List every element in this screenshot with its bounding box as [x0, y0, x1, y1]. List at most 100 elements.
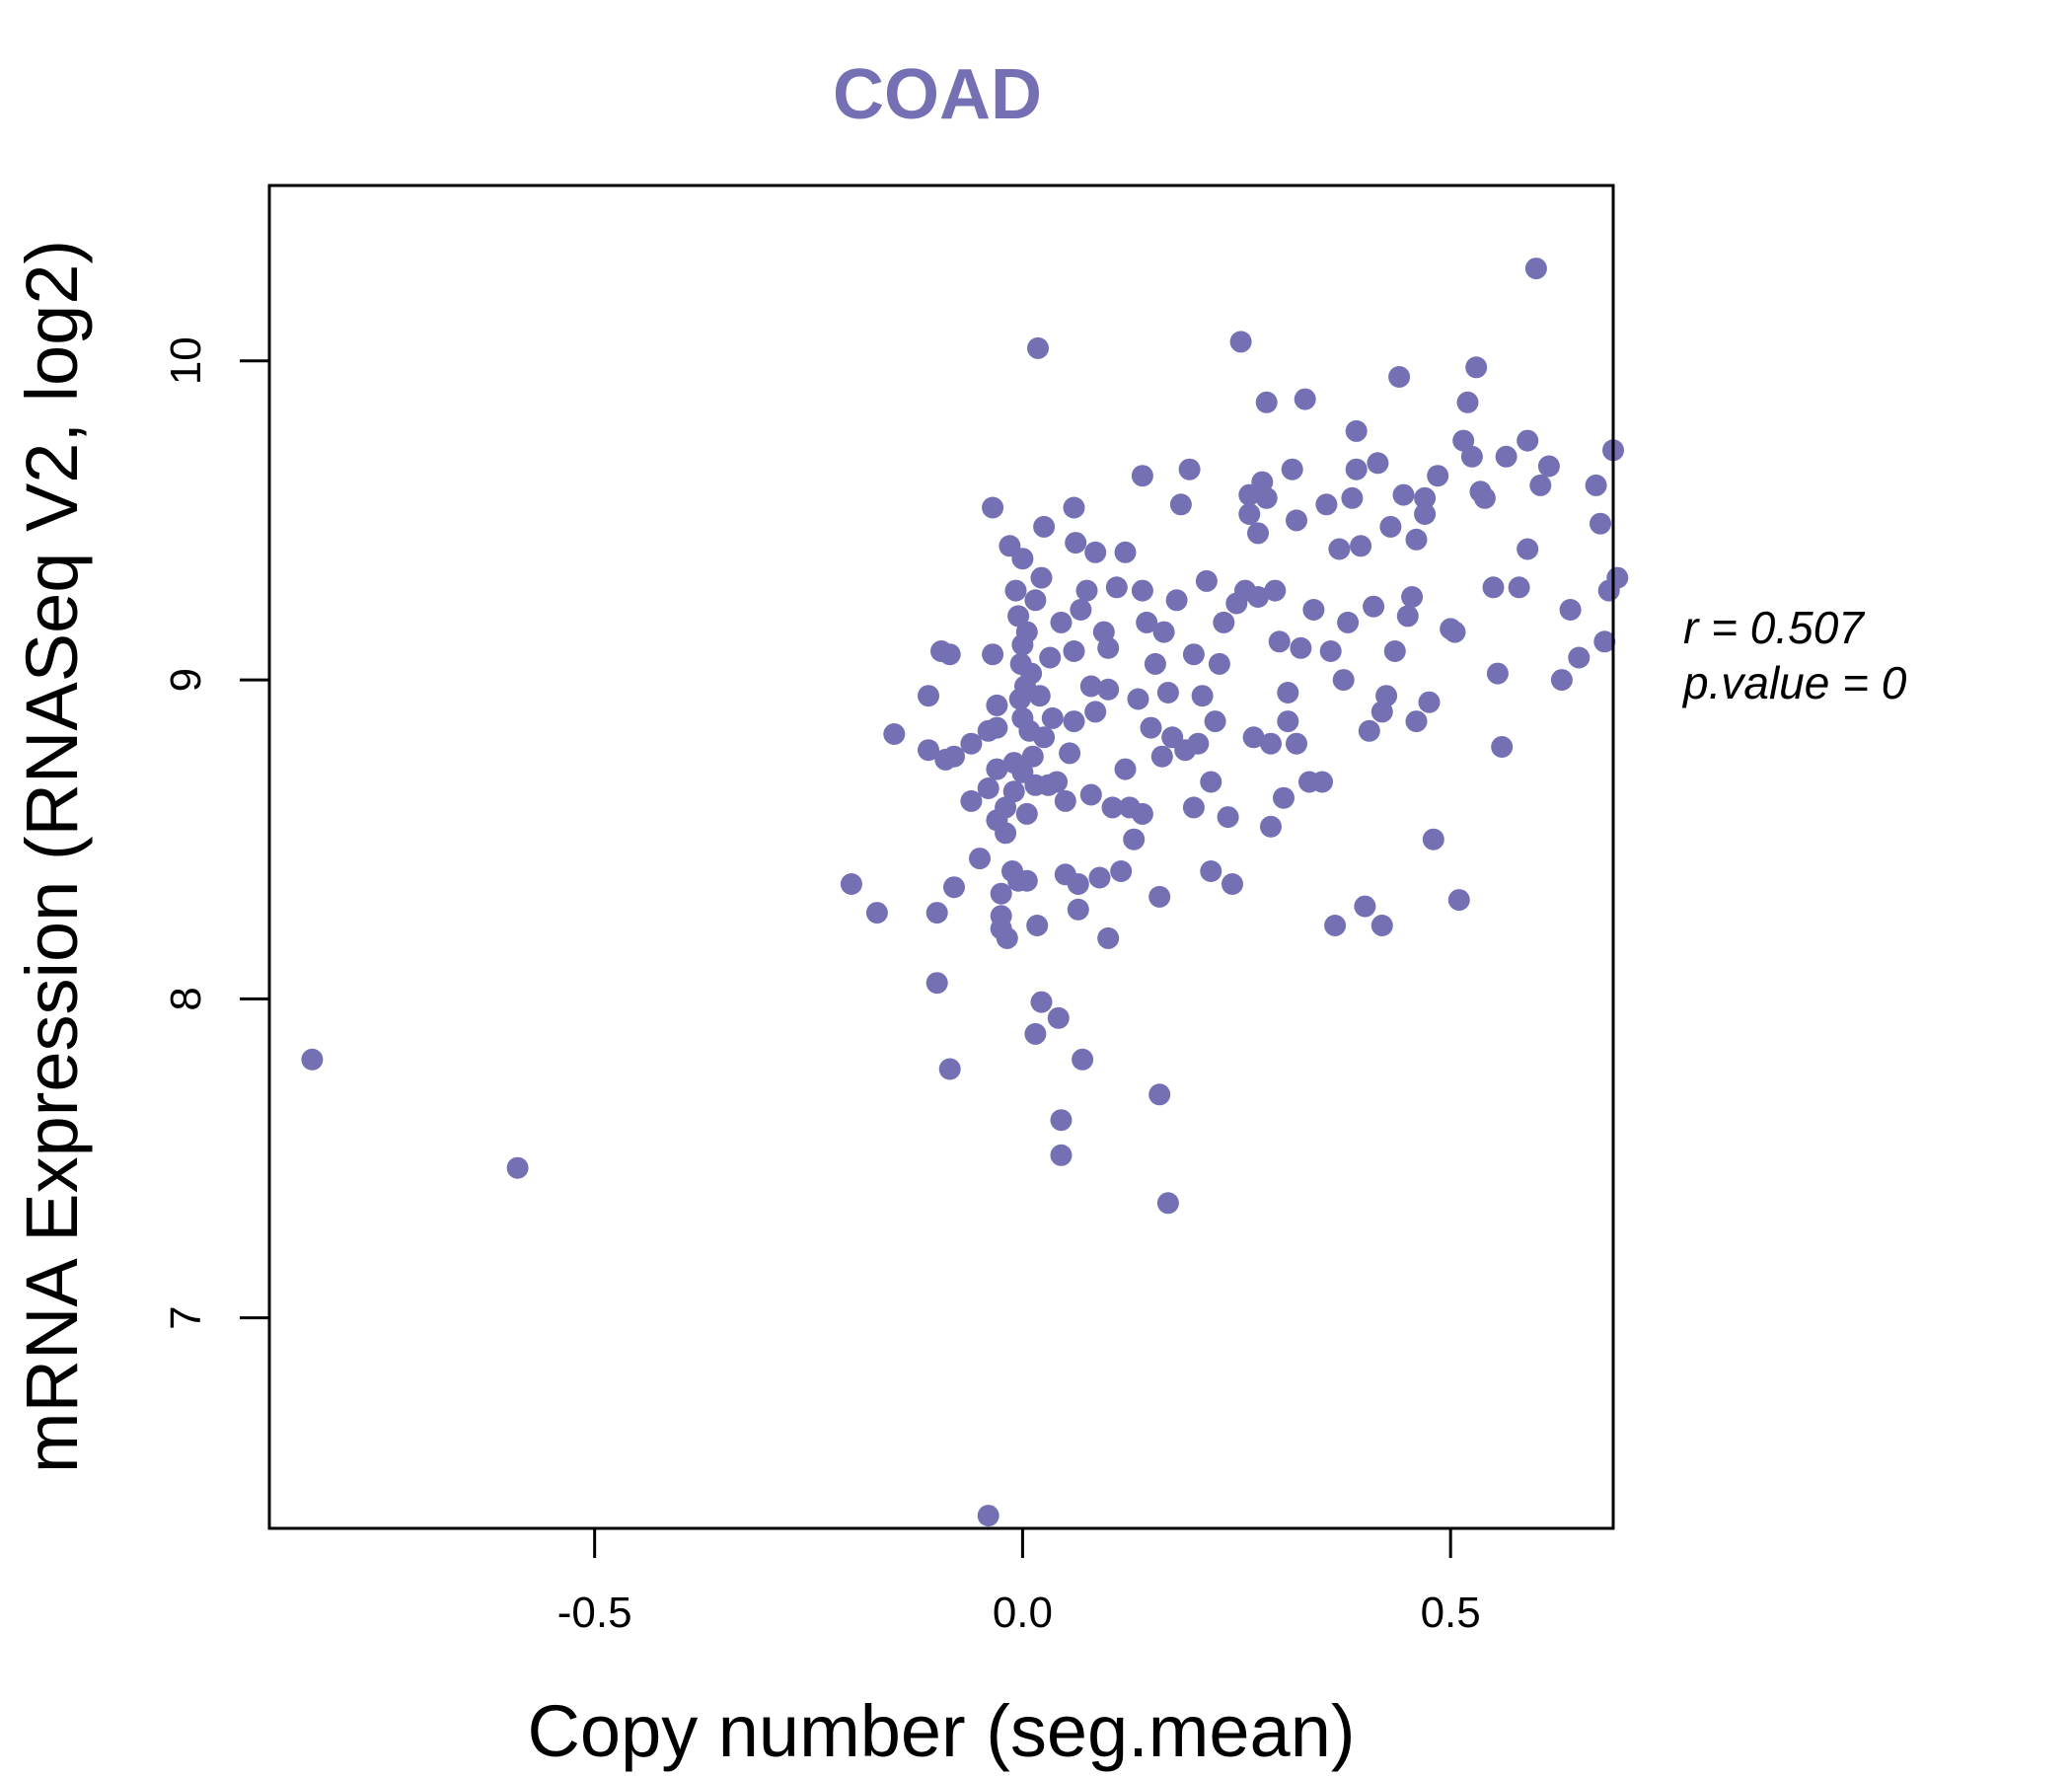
plot-frame — [267, 184, 1615, 1530]
data-point — [1294, 388, 1316, 410]
data-point — [1247, 522, 1269, 545]
data-point — [1004, 579, 1027, 602]
data-point — [986, 758, 1008, 780]
data-point — [977, 777, 999, 799]
data-point — [883, 723, 906, 745]
data-point — [1131, 802, 1153, 825]
data-point — [1221, 873, 1243, 895]
data-point — [1024, 589, 1047, 612]
data-point — [1593, 630, 1616, 653]
data-point — [865, 902, 888, 925]
data-point — [1213, 611, 1235, 633]
data-point — [1204, 710, 1226, 733]
data-point — [969, 848, 991, 870]
data-point — [1422, 828, 1444, 851]
data-point — [1110, 860, 1133, 882]
data-point — [1165, 589, 1188, 612]
data-point — [1290, 636, 1312, 659]
data-point — [1148, 885, 1171, 908]
data-point — [1559, 599, 1582, 621]
data-point — [1491, 736, 1514, 758]
data-point — [982, 496, 1004, 519]
data-point — [1084, 541, 1107, 563]
data-point — [506, 1156, 529, 1179]
data-point — [1401, 586, 1424, 608]
data-point — [1375, 685, 1398, 707]
data-point — [1182, 643, 1205, 666]
data-point — [996, 926, 1018, 949]
data-point — [1182, 796, 1205, 819]
data-point — [1482, 576, 1505, 599]
data-point — [1255, 486, 1278, 509]
data-point — [1281, 458, 1303, 481]
data-point — [1208, 652, 1230, 675]
data-point — [1585, 474, 1607, 496]
data-point — [1358, 719, 1380, 742]
data-point — [1452, 429, 1475, 452]
data-point — [1065, 532, 1087, 555]
data-point — [1047, 1006, 1070, 1029]
y-axis-title: mRNA Expression (RNASeq V2, log2) — [11, 240, 93, 1473]
data-point — [1388, 366, 1411, 388]
x-tick-label: 0.5 — [1421, 1589, 1481, 1637]
data-point — [1127, 688, 1149, 710]
data-point — [1332, 669, 1355, 692]
data-point — [990, 882, 1012, 905]
data-point — [1144, 652, 1166, 675]
data-point — [1033, 726, 1056, 749]
data-point — [995, 822, 1017, 845]
data-point — [1238, 503, 1261, 525]
data-point — [1311, 771, 1333, 793]
data-point — [925, 972, 948, 995]
data-point — [1277, 682, 1299, 703]
data-point — [1350, 535, 1372, 557]
data-point — [1405, 528, 1428, 551]
data-point — [1517, 538, 1539, 560]
data-point — [1030, 566, 1053, 589]
data-point — [1383, 640, 1406, 662]
data-point — [1277, 710, 1299, 733]
data-point — [1007, 605, 1030, 628]
data-point — [1414, 486, 1437, 509]
data-point — [1041, 706, 1064, 729]
data-point — [1341, 486, 1364, 509]
data-point — [1148, 1083, 1171, 1106]
data-point — [1075, 579, 1098, 602]
data-point — [1550, 669, 1573, 692]
data-point — [925, 902, 948, 925]
data-point — [1537, 455, 1560, 478]
data-point — [1443, 621, 1466, 643]
x-tick-label: 0.0 — [993, 1589, 1053, 1637]
data-point — [1028, 685, 1051, 707]
data-point — [1191, 685, 1214, 707]
data-point — [1200, 771, 1222, 793]
data-point — [1302, 599, 1325, 621]
data-point — [1264, 579, 1287, 602]
data-point — [1286, 509, 1307, 532]
data-point — [1195, 569, 1218, 592]
data-point — [1486, 662, 1509, 685]
data-point — [1345, 458, 1368, 481]
data-point — [1568, 646, 1591, 669]
data-point — [1178, 458, 1201, 481]
data-point — [1114, 541, 1137, 563]
data-point — [1354, 895, 1376, 918]
data-point — [1026, 915, 1049, 936]
data-point — [1011, 548, 1034, 570]
data-point — [943, 745, 965, 768]
data-point — [1367, 452, 1389, 475]
data-point — [1067, 873, 1089, 895]
data-point — [1345, 419, 1368, 442]
data-point — [1136, 611, 1158, 633]
data-point — [1079, 675, 1102, 698]
data-point — [960, 789, 983, 812]
data-point — [918, 685, 939, 707]
data-point — [1456, 391, 1479, 413]
data-point — [1286, 732, 1307, 755]
data-point — [1072, 1048, 1094, 1071]
data-point — [1030, 991, 1053, 1013]
data-point — [1460, 445, 1483, 468]
data-point — [1315, 493, 1338, 516]
data-point — [1273, 786, 1295, 809]
data-point — [1097, 926, 1120, 949]
